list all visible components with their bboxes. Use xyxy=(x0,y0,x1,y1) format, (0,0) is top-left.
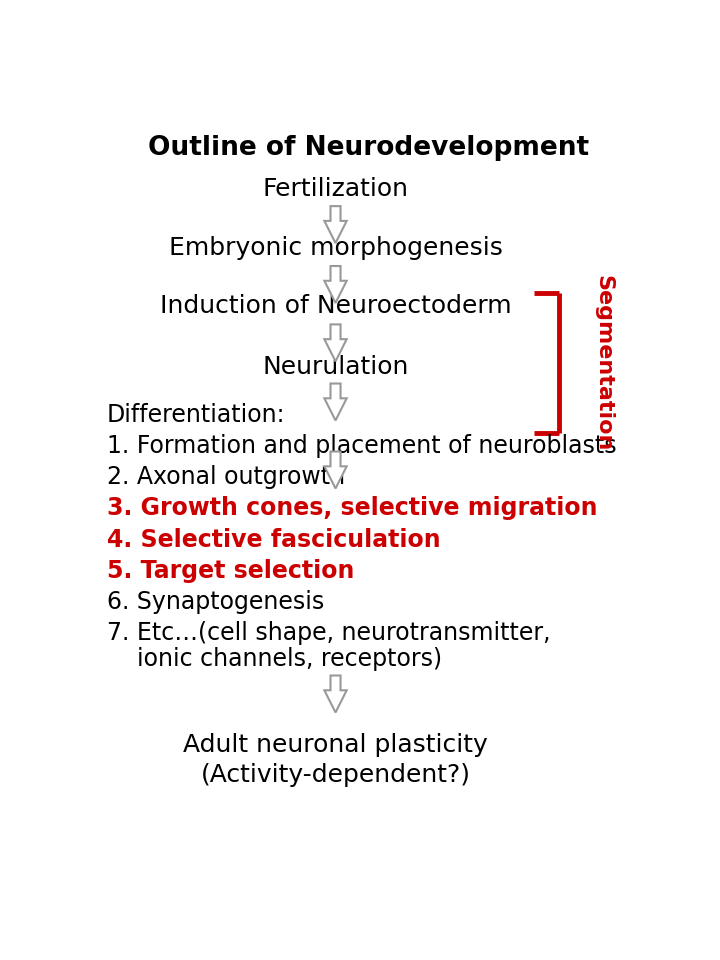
Text: Segmentation: Segmentation xyxy=(593,275,613,451)
Polygon shape xyxy=(324,206,347,243)
Text: Neurulation: Neurulation xyxy=(262,354,409,378)
Text: ionic channels, receptors): ionic channels, receptors) xyxy=(107,646,442,670)
Text: (Activity-dependent?): (Activity-dependent?) xyxy=(200,762,471,786)
Text: Differentiation:: Differentiation: xyxy=(107,403,285,427)
Text: 3. Growth cones, selective migration: 3. Growth cones, selective migration xyxy=(107,496,598,520)
Polygon shape xyxy=(324,384,347,420)
Text: 1. Formation and placement of neuroblasts: 1. Formation and placement of neuroblast… xyxy=(107,434,616,458)
Text: 7. Etc…(cell shape, neurotransmitter,: 7. Etc…(cell shape, neurotransmitter, xyxy=(107,621,550,645)
Text: 6. Synaptogenesis: 6. Synaptogenesis xyxy=(107,589,324,613)
Polygon shape xyxy=(324,451,347,489)
Text: 2. Axonal outgrowth: 2. Axonal outgrowth xyxy=(107,466,345,490)
Text: 5. Target selection: 5. Target selection xyxy=(107,559,354,583)
Text: Embryonic morphogenesis: Embryonic morphogenesis xyxy=(168,236,503,260)
Text: Adult neuronal plasticity: Adult neuronal plasticity xyxy=(183,733,488,757)
Text: 4. Selective fasciculation: 4. Selective fasciculation xyxy=(107,527,441,551)
Polygon shape xyxy=(324,266,347,303)
Text: Fertilization: Fertilization xyxy=(263,177,408,202)
Text: Outline of Neurodevelopment: Outline of Neurodevelopment xyxy=(148,134,590,160)
Text: Induction of Neuroectoderm: Induction of Neuroectoderm xyxy=(160,294,511,318)
Polygon shape xyxy=(324,324,347,361)
Polygon shape xyxy=(324,676,347,712)
